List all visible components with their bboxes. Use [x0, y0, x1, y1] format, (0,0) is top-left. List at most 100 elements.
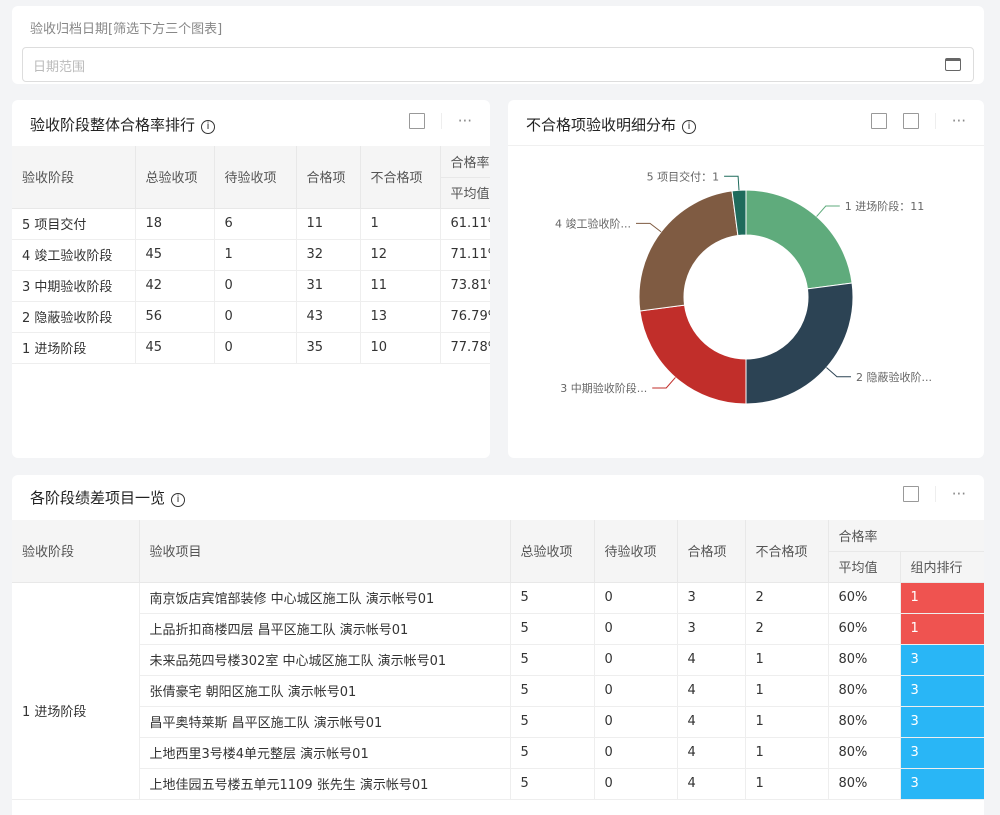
card-title: 各阶段绩差项目一览 i	[30, 487, 186, 508]
rank-card: 验收阶段整体合格率排行 i ··· 验收阶段 总验收项 待验收项 合格项 不合格项 合格率 …	[12, 100, 490, 458]
table-cell: 12	[360, 239, 441, 271]
col-header[interactable]: 总验收项	[135, 146, 215, 209]
table-cell: 32	[296, 239, 361, 271]
slice-label: 4 竣工验收阶...	[555, 216, 631, 230]
col-header[interactable]: 验收阶段	[12, 146, 136, 209]
rank-badge: 1	[900, 582, 984, 614]
download-icon[interactable]	[870, 113, 887, 129]
info-icon[interactable]: i	[171, 493, 186, 507]
rank-badge: 3	[900, 675, 984, 707]
table-cell: 5	[510, 675, 595, 707]
col-header[interactable]: 合格项	[296, 146, 361, 209]
donut-slice[interactable]	[638, 190, 739, 312]
col-header[interactable]: 不合格项	[360, 146, 441, 209]
col-header[interactable]: 待验收项	[214, 146, 297, 209]
table-cell: 0	[594, 706, 678, 738]
table-cell: 35	[296, 332, 361, 364]
info-icon[interactable]: i	[201, 120, 216, 134]
table-cell: 80%	[828, 675, 901, 707]
donut-slice[interactable]	[745, 189, 853, 290]
table-cell: 5	[510, 768, 595, 800]
table-cell: 张倩豪宅 朝阳区施工队 演示帐号01	[139, 675, 511, 707]
donut-slice[interactable]	[639, 304, 747, 405]
table-cell: 11	[360, 270, 441, 302]
col-header[interactable]: 平均值	[828, 551, 901, 583]
table-cell: 3	[677, 613, 746, 645]
table-cell: 6	[214, 208, 297, 240]
table-row[interactable]: 上地西里3号楼4单元整层 演示帐号01 5 0 4 1 80% 3	[12, 737, 984, 769]
col-header[interactable]: 验收阶段	[12, 520, 140, 583]
table-cell: 31	[296, 270, 361, 302]
col-header[interactable]: 合格项	[677, 520, 746, 583]
col-header[interactable]: 组内排行	[900, 551, 984, 583]
table-cell: 5 项目交付	[12, 208, 136, 240]
table-cell: 2	[745, 582, 829, 614]
table-row[interactable]: 张倩豪宅 朝阳区施工队 演示帐号01 5 0 4 1 80% 3	[12, 675, 984, 707]
label-line	[636, 222, 662, 233]
table-cell: 80%	[828, 706, 901, 738]
date-range-input[interactable]: 日期范围	[22, 47, 974, 82]
table-cell: 1	[745, 644, 829, 676]
rank-badge: 1	[900, 613, 984, 645]
table-cell: 45	[135, 332, 215, 364]
table-cell: 80%	[828, 768, 901, 800]
col-header[interactable]: 合格率	[828, 520, 984, 552]
table-cell: 2 隐蔽验收阶段	[12, 301, 136, 333]
rank-badge: 3	[900, 737, 984, 769]
donut-slice[interactable]	[745, 282, 854, 405]
table-cell: 76.79%	[440, 301, 490, 333]
table-cell: 61.11%	[440, 208, 490, 240]
slice-label: 2 隐蔽验收阶...	[856, 370, 932, 384]
col-header[interactable]: 平均值	[440, 177, 490, 209]
table-cell: 4	[677, 737, 746, 769]
table-row[interactable]: 1 进场阶段 南京饭店宾馆部装修 中心城区施工队 演示帐号01 5 0 3 2 60% 1	[12, 582, 984, 800]
table-cell: 4 竣工验收阶段	[12, 239, 136, 271]
table-cell: 5	[510, 644, 595, 676]
donut-chart: 1 进场阶段：11 2 隐蔽验收阶... 3 中期验收阶段... 4 竣工验收阶...…	[555, 169, 932, 405]
col-header[interactable]: 总验收项	[510, 520, 595, 583]
col-header[interactable]: 不合格项	[745, 520, 829, 583]
table-row[interactable]: 未来品苑四号楼302室 中心城区施工队 演示帐号01 5 0 4 1 80% 3	[12, 644, 984, 676]
calendar-icon[interactable]	[945, 58, 961, 71]
table-cell: 1	[214, 239, 297, 271]
table-cell: 56	[135, 301, 215, 333]
table-cell: 5	[510, 613, 595, 645]
info-icon[interactable]: i	[682, 120, 697, 134]
slice-label: 3 中期验收阶段...	[560, 381, 647, 395]
table-cell: 3 中期验收阶段	[12, 270, 136, 302]
more-icon[interactable]: ···	[951, 112, 966, 130]
col-header[interactable]: 验收项目	[139, 520, 511, 583]
table-cell: 5	[510, 582, 595, 614]
rank-badge: 3	[900, 644, 984, 676]
table-cell: 71.11%	[440, 239, 490, 271]
slice-label: 5 项目交付：1	[647, 169, 720, 183]
detail-card: 各阶段绩差项目一览 i ··· 验收阶段 验收项目 总验收项 待验收项 合格项 不合格项 合格…	[12, 475, 984, 815]
table-row[interactable]: 昌平奥特莱斯 昌平区施工队 演示帐号01 5 0 4 1 80% 3	[12, 706, 984, 738]
external-link-icon[interactable]	[902, 486, 919, 502]
table-cell: 0	[594, 675, 678, 707]
more-icon[interactable]: ···	[457, 112, 472, 130]
external-link-icon[interactable]	[408, 113, 425, 129]
table-cell: 60%	[828, 582, 901, 614]
card-title: 不合格项验收明细分布 i	[526, 114, 697, 135]
table-cell: 0	[594, 644, 678, 676]
table-cell: 43	[296, 301, 361, 333]
table-row[interactable]: 上地佳园五号楼五单元1109 张先生 演示帐号01 5 0 4 1 80% 3	[12, 768, 984, 800]
table-cell: 0	[214, 270, 297, 302]
external-link-icon[interactable]	[902, 113, 919, 129]
table-cell: 4	[677, 644, 746, 676]
col-header[interactable]: 待验收项	[594, 520, 678, 583]
label-line	[826, 367, 851, 378]
table-cell: 0	[594, 613, 678, 645]
donut-slice[interactable]	[731, 189, 747, 237]
rank-table: 验收阶段 总验收项 待验收项 合格项 不合格项 合格率 平均值 5 项目交付 18 6 11 1 6…	[12, 146, 490, 364]
more-icon[interactable]: ···	[951, 485, 966, 503]
table-row[interactable]: 上品折扣商楼四层 昌平区施工队 演示帐号01 5 0 3 2 60% 1	[12, 613, 984, 645]
col-header[interactable]: 合格率	[440, 146, 490, 178]
table-cell: 上地佳园五号楼五单元1109 张先生 演示帐号01	[139, 768, 511, 800]
